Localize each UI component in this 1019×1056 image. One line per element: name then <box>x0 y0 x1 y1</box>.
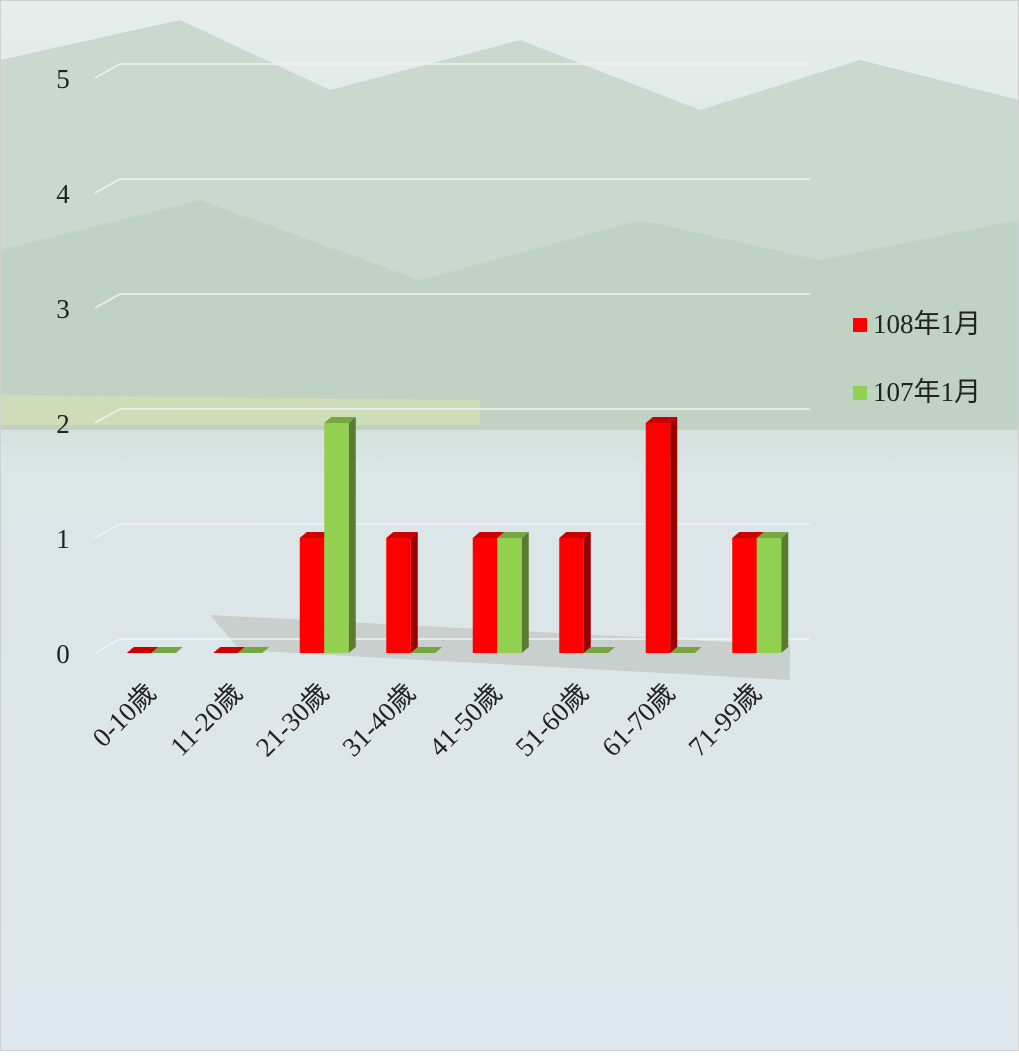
y-tick-label: 2 <box>56 409 70 439</box>
legend-swatch <box>853 386 867 400</box>
y-tick-label: 5 <box>56 64 70 94</box>
bar <box>472 538 498 653</box>
y-tick-label: 3 <box>56 294 70 324</box>
bar-top <box>299 532 332 538</box>
bar-top <box>472 532 505 538</box>
grid-line <box>94 523 810 539</box>
bar-top <box>213 647 245 653</box>
background-mountain <box>0 200 1019 430</box>
bar <box>324 423 349 653</box>
bar-top <box>126 647 159 653</box>
grid-line <box>94 63 810 79</box>
background-shore <box>0 395 480 425</box>
bar-side <box>521 532 529 653</box>
bar-top <box>645 417 678 423</box>
grid-line <box>94 178 810 194</box>
bar-top <box>237 647 270 653</box>
bar <box>559 538 584 653</box>
bar <box>732 538 757 653</box>
bar <box>756 538 782 653</box>
bar-side <box>410 532 418 653</box>
y-tick-label: 1 <box>56 524 70 554</box>
bar-side <box>781 532 789 653</box>
bar-side <box>670 417 678 653</box>
bar-side <box>348 417 356 653</box>
bar-top <box>386 532 418 538</box>
bar-top <box>583 647 616 653</box>
bar <box>299 538 325 653</box>
y-tick-label: 0 <box>56 639 70 669</box>
bar-top <box>497 532 529 538</box>
grid-line <box>94 293 810 309</box>
legend-swatch <box>853 318 867 332</box>
bar <box>386 538 411 653</box>
bar-top <box>732 532 764 538</box>
legend-label: 108年1月 <box>873 309 981 339</box>
bar-side <box>583 532 591 653</box>
bar-top <box>756 532 789 538</box>
bar-top <box>324 417 356 423</box>
bar <box>645 423 671 653</box>
grid-line <box>94 408 810 424</box>
bar-top <box>670 647 702 653</box>
bar <box>497 538 522 653</box>
y-tick-label: 4 <box>56 179 70 209</box>
bar-top <box>559 532 591 538</box>
bar-top <box>151 647 183 653</box>
legend-label: 107年1月 <box>873 377 981 407</box>
bar-top <box>410 647 443 653</box>
